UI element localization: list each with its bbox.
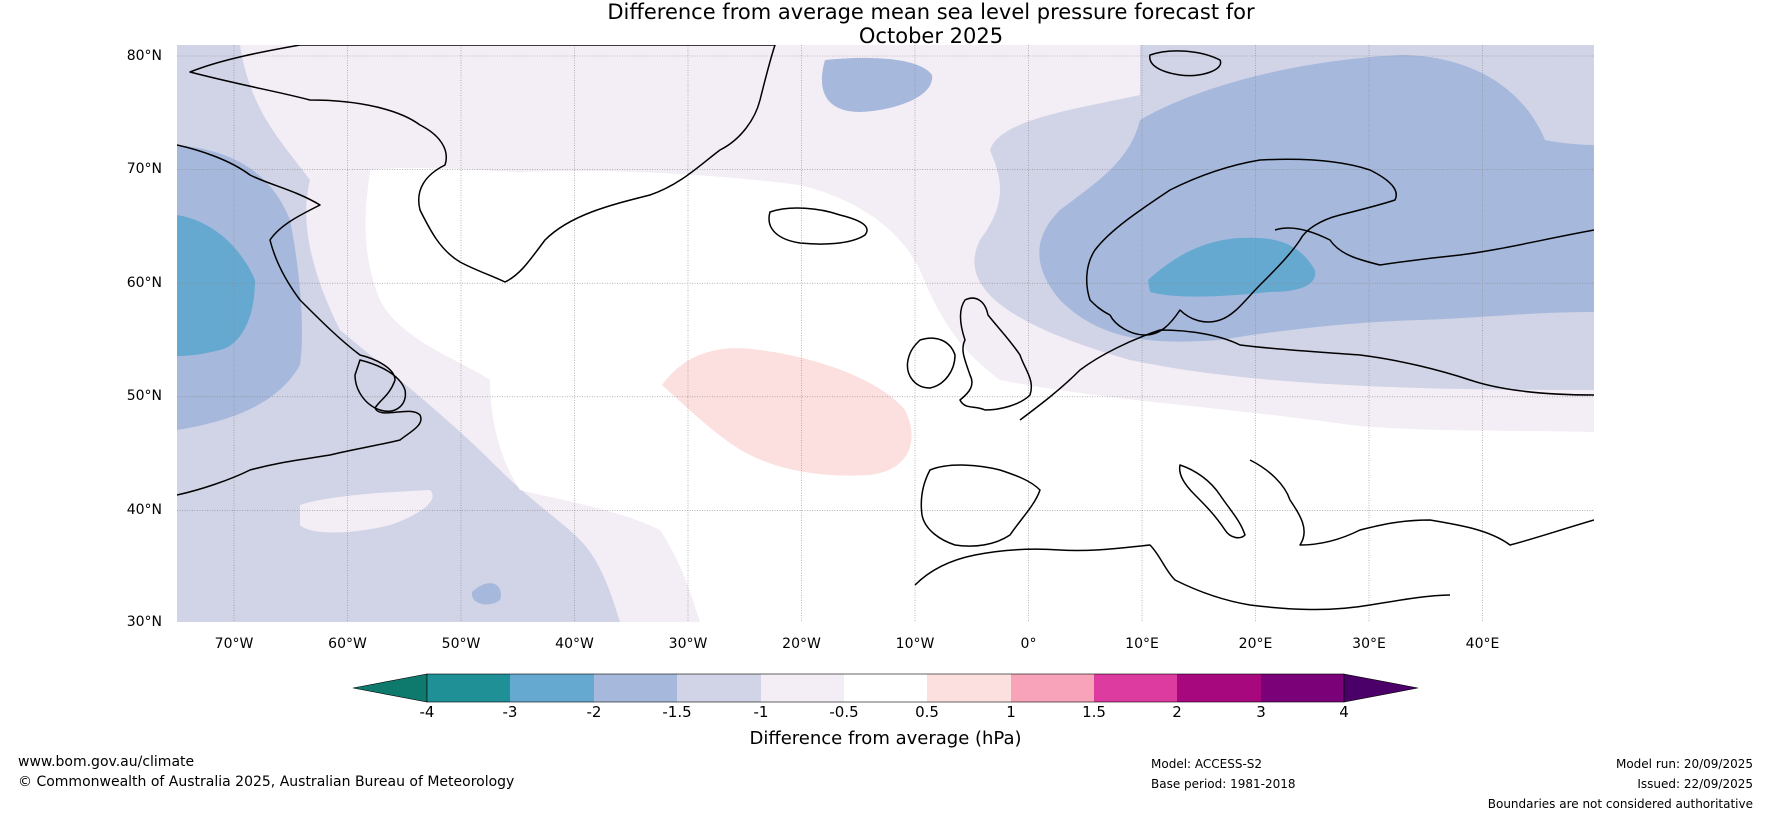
lat-label-40n: 40°N xyxy=(126,502,162,518)
lon-label-20e: 20°E xyxy=(1238,636,1273,652)
lat-label-70n: 70°N xyxy=(126,161,162,177)
lat-label-60n: 60°N xyxy=(126,275,162,291)
colorbar-tick: 4 xyxy=(1339,703,1349,721)
footer-issued: Issued: 22/09/2025 xyxy=(1637,777,1753,791)
coastline-italy xyxy=(1178,464,1246,539)
coastline-greenland xyxy=(189,45,776,283)
colorbar-tick: 0.5 xyxy=(915,703,939,721)
lon-label-40w: 40°W xyxy=(555,636,594,652)
colorbar-frame xyxy=(426,673,1345,703)
colorbar-tick: -4 xyxy=(419,703,435,721)
lon-label-0: 0° xyxy=(1020,636,1037,652)
lat-label-30n: 30°N xyxy=(126,614,162,630)
colorbar-swatch-10 xyxy=(1177,674,1261,702)
anomaly-band-neg2-neg1.5-greenland xyxy=(821,57,933,112)
coastline-svalbard xyxy=(1149,50,1222,77)
anomaly-band-neg2-neg1.5-atlantic xyxy=(471,583,501,605)
anomaly-band-neutral xyxy=(365,167,1594,622)
lon-label-10e: 10°E xyxy=(1125,636,1159,652)
anomaly-band-neg3-neg2-canada xyxy=(177,215,255,356)
coastline-north-africa xyxy=(914,544,1451,611)
footer-copyright: © Commonwealth of Australia 2025, Austra… xyxy=(18,774,515,790)
lon-label-40e: 40°E xyxy=(1465,636,1500,652)
colorbar-tick: -3 xyxy=(502,703,518,721)
coastline-newfoundland xyxy=(354,359,407,412)
colorbar-tick: -2 xyxy=(586,703,602,721)
lat-label-50n: 50°N xyxy=(126,388,162,404)
lon-label-20w: 20°W xyxy=(782,636,821,652)
footer-disclaimer: Boundaries are not considered authoritat… xyxy=(1487,797,1753,811)
title-line-1: Difference from average mean sea level p… xyxy=(607,0,1255,24)
lon-label-10w: 10°W xyxy=(895,636,935,652)
colorbar-swatch-3 xyxy=(594,674,677,702)
colorbar-label: Difference from average (hPa) xyxy=(749,728,1022,749)
anomaly-band-pos0.5-1 xyxy=(662,348,912,476)
graticule xyxy=(177,45,1594,622)
chart-title: Difference from average mean sea level p… xyxy=(0,0,1770,48)
colorbar-tick: 1 xyxy=(1006,703,1016,721)
title-line-2: October 2025 xyxy=(858,24,1004,48)
colorbar-tick: 3 xyxy=(1256,703,1266,721)
colorbar-tick: 2 xyxy=(1172,703,1182,721)
footer-model-run: Model run: 20/09/2025 xyxy=(1615,757,1753,771)
coastline-balkans xyxy=(1249,459,1594,546)
lon-label-60w: 60°W xyxy=(328,636,367,652)
coastline-iceland xyxy=(768,207,868,245)
colorbar-swatch-2 xyxy=(510,674,594,702)
colorbar-swatch-6 xyxy=(844,674,927,702)
map-panel xyxy=(177,45,1594,622)
coastline-north-america xyxy=(177,144,422,496)
footer-base-period: Base period: 1981-2018 xyxy=(1151,777,1296,791)
lon-label-50w: 50°W xyxy=(441,636,481,652)
coastline-great-britain xyxy=(959,297,1032,411)
colorbar-tick: 1.5 xyxy=(1082,703,1106,721)
colorbar-tick: -0.5 xyxy=(829,703,859,721)
coastline-finland-russia xyxy=(1274,227,1594,266)
lat-label-80n: 80°N xyxy=(126,48,162,64)
colorbar-swatch-4 xyxy=(677,674,761,702)
coastlines xyxy=(177,45,1594,611)
lon-label-70w: 70°W xyxy=(214,636,254,652)
colorbar-tick: -1 xyxy=(753,703,769,721)
colorbar-extend-high xyxy=(1343,673,1419,703)
coastline-scandinavia xyxy=(1085,158,1397,336)
colorbar-swatch-7 xyxy=(927,674,1011,702)
anomaly-band-neg3-neg2-scandinavia xyxy=(1148,237,1316,297)
colorbar-swatch-8 xyxy=(1011,674,1094,702)
colorbar-swatch-1 xyxy=(427,674,510,702)
colorbar-swatch-9 xyxy=(1094,674,1177,702)
lon-label-30e: 30°E xyxy=(1352,636,1386,652)
anomaly-band-neg1-neg0.5-west xyxy=(300,490,433,533)
lon-label-30w: 30°W xyxy=(668,636,708,652)
colorbar-extend-low xyxy=(352,673,428,703)
colorbar xyxy=(352,673,1419,703)
coastline-ireland xyxy=(906,337,956,389)
colorbar-tick: -1.5 xyxy=(662,703,692,721)
colorbar-swatch-5 xyxy=(761,674,844,702)
coastline-iberia xyxy=(920,464,1041,547)
colorbar-swatch-11 xyxy=(1261,674,1344,702)
coastline-europe xyxy=(1019,329,1594,421)
footer-url: www.bom.gov.au/climate xyxy=(18,754,195,770)
footer-model: Model: ACCESS-S2 xyxy=(1151,757,1263,771)
